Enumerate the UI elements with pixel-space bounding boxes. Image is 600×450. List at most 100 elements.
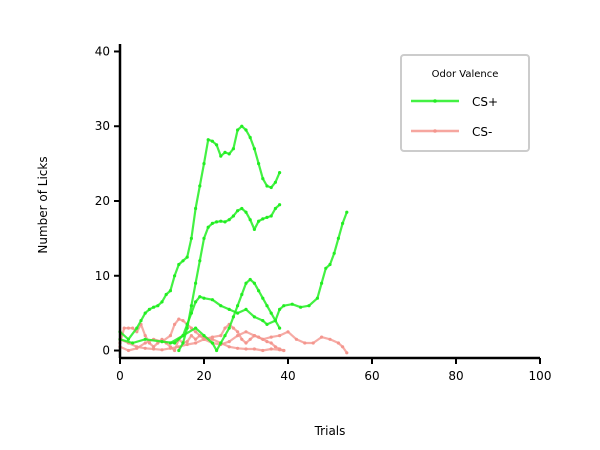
legend-marker (433, 129, 437, 133)
data-point (143, 346, 147, 350)
data-point (164, 292, 168, 297)
ticks-layer: 0 20 40 60 80 100 0 10 20 30 40 (95, 44, 552, 383)
data-point (244, 307, 248, 311)
data-point (231, 147, 235, 151)
data-point (177, 262, 181, 267)
data-point (324, 266, 328, 270)
legend-marker (433, 99, 437, 103)
data-point (168, 341, 172, 345)
data-point (177, 317, 181, 321)
data-point (215, 220, 219, 224)
data-point (185, 340, 189, 344)
data-point (198, 184, 202, 188)
data-point (236, 330, 240, 334)
data-point (257, 335, 261, 339)
data-point (248, 218, 252, 222)
data-point (210, 337, 214, 341)
data-point (210, 341, 214, 345)
legend: Odor Valence CS+ CS- (400, 54, 530, 152)
data-point (252, 227, 256, 231)
data-point (278, 347, 282, 351)
data-point (198, 259, 202, 263)
data-point (202, 162, 206, 166)
data-point (341, 345, 345, 349)
data-point (261, 177, 265, 181)
data-point (261, 296, 265, 300)
data-point (219, 334, 223, 338)
data-point (198, 295, 202, 299)
data-point (336, 236, 340, 240)
data-point (265, 322, 269, 326)
data-point (168, 334, 172, 338)
data-point (244, 210, 248, 214)
data-point (156, 304, 160, 308)
data-point (290, 302, 294, 306)
y-tick-label: 0 (102, 344, 110, 358)
data-point (189, 311, 193, 315)
data-point (278, 171, 282, 175)
x-tick-label: 40 (280, 369, 295, 383)
data-point (147, 307, 151, 311)
data-point (194, 281, 198, 285)
data-point (194, 206, 198, 211)
data-point (231, 214, 235, 218)
legend-entries: CS+ CS- (411, 95, 498, 139)
data-point (160, 340, 164, 344)
data-point (177, 348, 181, 353)
data-point (269, 341, 273, 345)
data-point (320, 281, 324, 285)
data-point (261, 319, 265, 323)
data-point (126, 348, 130, 353)
data-point (278, 307, 282, 311)
data-point (265, 304, 269, 308)
data-point (223, 150, 227, 154)
data-point (328, 262, 332, 267)
data-point (244, 281, 248, 285)
data-point (135, 345, 139, 349)
data-point (219, 154, 223, 158)
data-point (261, 337, 265, 341)
data-point (173, 348, 177, 353)
data-point (278, 203, 282, 207)
data-point (341, 221, 345, 225)
data-point (194, 326, 198, 330)
data-point (328, 337, 332, 341)
y-axis-title: Number of Licks (36, 156, 50, 253)
data-point (252, 347, 256, 351)
data-point (206, 225, 210, 229)
data-point (240, 124, 244, 128)
data-point (261, 217, 265, 221)
data-point (294, 337, 298, 341)
data-point (194, 337, 198, 341)
data-point (215, 348, 219, 353)
data-point (269, 214, 273, 218)
data-point (139, 319, 143, 323)
data-point (122, 326, 126, 330)
data-point (336, 341, 340, 345)
data-point (210, 139, 214, 143)
data-point (189, 304, 193, 308)
data-point (236, 304, 240, 308)
data-point (202, 334, 206, 338)
data-point (248, 277, 252, 282)
data-point (215, 143, 219, 147)
data-point (227, 218, 231, 222)
series-layer (118, 124, 349, 355)
data-point (152, 345, 156, 349)
data-point (143, 341, 147, 345)
data-point (126, 326, 130, 330)
data-point (185, 322, 189, 326)
data-point (219, 219, 223, 223)
data-point (244, 347, 248, 351)
data-point (198, 334, 202, 338)
x-tick-label: 0 (116, 369, 124, 383)
data-point (265, 184, 269, 188)
legend-label: CS+ (472, 95, 498, 109)
data-point (189, 334, 193, 338)
data-point (194, 330, 198, 334)
data-point (152, 347, 156, 351)
data-point (168, 289, 172, 293)
data-point (345, 351, 349, 355)
data-point (152, 305, 156, 309)
data-point (227, 340, 231, 344)
